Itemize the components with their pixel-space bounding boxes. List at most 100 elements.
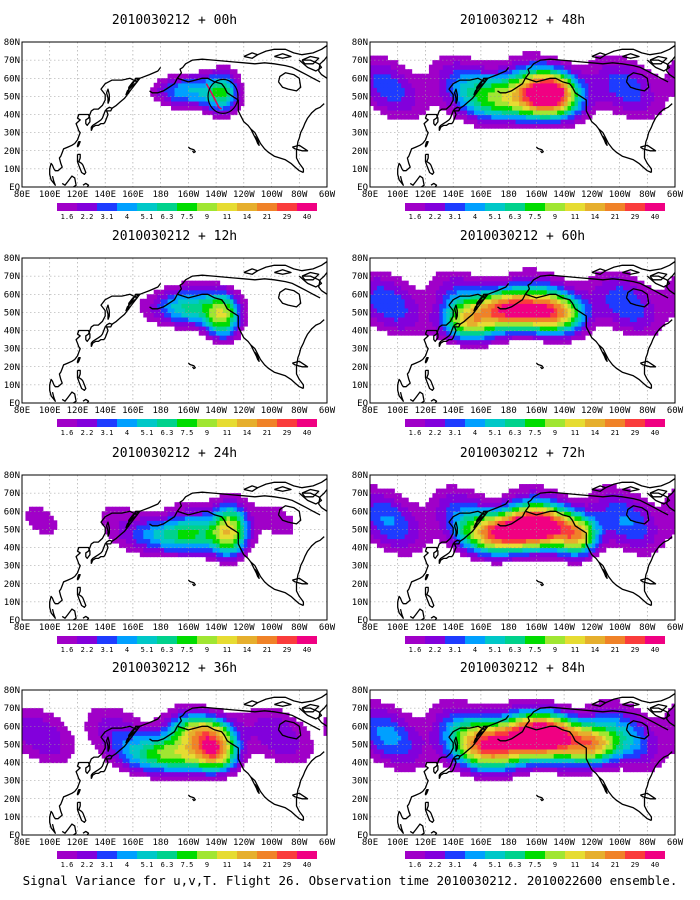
variance-cell [505, 91, 510, 97]
variance-cell [609, 298, 614, 304]
variance-cell [164, 529, 169, 535]
variance-cell [229, 547, 235, 553]
variance-cell [598, 289, 603, 295]
variance-cell [442, 285, 447, 291]
variance-cell [212, 529, 217, 535]
variance-cell [616, 69, 621, 75]
variance-cell [546, 96, 551, 102]
variance-cell [108, 506, 113, 512]
variance-cell [529, 123, 534, 129]
variance-cell [205, 524, 210, 530]
variance-cell [536, 82, 541, 88]
colorbar-swatch [645, 203, 665, 211]
variance-cell [435, 64, 440, 70]
panel-title: 2010030212 + 48h [460, 13, 585, 28]
variance-cell [397, 73, 402, 79]
variance-cell [515, 330, 520, 336]
variance-cell [212, 307, 217, 313]
variance-cell [460, 325, 465, 332]
variance-cell [205, 100, 210, 107]
variance-cell [501, 87, 506, 93]
variance-cell [195, 502, 200, 508]
lon-tick-label: 160W [526, 190, 548, 200]
coastline [277, 720, 302, 740]
variance-cell [487, 69, 492, 75]
variance-cell [209, 717, 214, 723]
colorbar-swatch [525, 203, 545, 211]
variance-cell [181, 105, 186, 111]
variance-cell [591, 312, 596, 318]
variance-cell [650, 91, 655, 97]
variance-cell [195, 735, 200, 741]
variance-cell [49, 524, 54, 530]
variance-cell [539, 73, 544, 79]
variance-cell [195, 538, 200, 544]
variance-cell [629, 285, 635, 291]
variance-cell [229, 515, 235, 521]
variance-cell [623, 285, 628, 291]
variance-cell [209, 739, 214, 745]
variance-cell [209, 497, 214, 503]
variance-cell [609, 55, 614, 61]
variance-cell [125, 744, 131, 750]
variance-cell [581, 69, 586, 75]
variance-cell [150, 316, 155, 323]
variance-cell [640, 69, 645, 75]
variance-cell [302, 748, 307, 755]
variance-cell [605, 289, 610, 295]
variance-cell [602, 285, 607, 291]
variance-cell [525, 330, 531, 336]
variance-cell [195, 739, 200, 745]
variance-cell [505, 87, 510, 93]
variance-cell [139, 735, 144, 741]
variance-cell [560, 73, 565, 79]
variance-cell [202, 735, 207, 741]
variance-cell [498, 276, 503, 282]
variance-cell [181, 753, 186, 759]
variance-cell [571, 325, 576, 332]
variance-cell [619, 280, 624, 286]
coastline [82, 615, 90, 620]
variance-cell [132, 538, 137, 544]
variance-cell [595, 87, 600, 93]
variance-cell [449, 285, 454, 291]
variance-cell [397, 294, 402, 300]
colorbar-label: 6.3 [161, 213, 174, 221]
variance-cell [271, 708, 276, 714]
variance-cell [233, 717, 238, 723]
variance-cell [439, 69, 444, 75]
variance-cell [390, 69, 395, 75]
variance-cell [250, 744, 255, 750]
variance-cell [598, 69, 603, 75]
variance-cell [512, 73, 517, 79]
variance-cell [205, 735, 210, 741]
variance-cell [467, 298, 472, 304]
variance-cell [425, 82, 430, 88]
variance-cell [164, 771, 169, 777]
variance-cell [247, 712, 252, 718]
variance-cell [125, 533, 131, 540]
variance-cell [229, 542, 235, 549]
variance-cell [202, 730, 207, 736]
variance-cell [212, 114, 217, 120]
variance-cell [564, 294, 569, 300]
variance-cell [460, 87, 465, 93]
variance-cell [553, 119, 558, 125]
lat-tick-label: 60N [4, 722, 20, 732]
variance-cell [223, 335, 228, 341]
variance-cell [157, 753, 162, 759]
variance-cell [505, 335, 510, 341]
variance-cell [498, 105, 503, 111]
variance-cell [285, 730, 290, 736]
variance-cell [584, 91, 589, 97]
variance-cell [456, 280, 461, 286]
variance-cell [626, 64, 631, 70]
variance-cell [456, 114, 461, 120]
variance-cell [181, 776, 186, 782]
variance-cell [226, 285, 231, 291]
variance-cell [174, 735, 179, 741]
variance-cell [188, 708, 193, 714]
variance-cell [383, 91, 388, 97]
variance-cell [295, 730, 300, 736]
variance-cell [577, 91, 583, 97]
